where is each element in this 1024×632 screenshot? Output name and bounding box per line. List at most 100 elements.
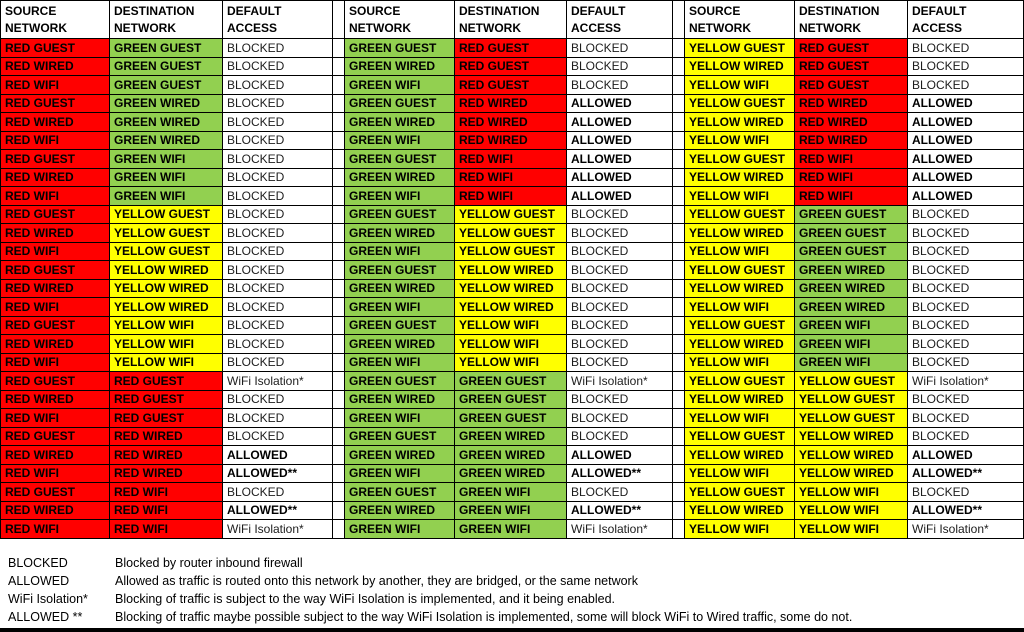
- cell-destination-network: YELLOW GUEST: [110, 242, 223, 261]
- cell-destination-network: GREEN WIFI: [455, 501, 567, 520]
- header-source-network-2: SOURCE NETWORK: [345, 1, 455, 39]
- cell-source-network: YELLOW WIRED: [685, 390, 795, 409]
- cell-source-network: GREEN GUEST: [345, 150, 455, 169]
- cell-default-access: BLOCKED: [223, 261, 333, 280]
- legend-description: Blocking of traffic is subject to the wa…: [115, 592, 616, 606]
- cell-default-access: BLOCKED: [908, 261, 1024, 280]
- cell-source-network: GREEN GUEST: [345, 205, 455, 224]
- header-line: DESTINATION: [799, 3, 880, 18]
- cell-default-access: BLOCKED: [223, 242, 333, 261]
- cell-default-access: BLOCKED: [908, 390, 1024, 409]
- cell-default-access: ALLOWED: [908, 131, 1024, 150]
- column-spacer: [673, 335, 685, 354]
- column-spacer: [333, 279, 345, 298]
- cell-destination-network: RED WIRED: [795, 131, 908, 150]
- column-spacer: [333, 1, 345, 39]
- cell-source-network: YELLOW GUEST: [685, 483, 795, 502]
- header-line: SOURCE: [349, 3, 401, 18]
- legend-term: BLOCKED: [8, 556, 68, 570]
- cell-default-access: ALLOWED: [567, 150, 673, 169]
- cell-default-access: BLOCKED: [567, 39, 673, 58]
- cell-default-access: BLOCKED: [223, 390, 333, 409]
- cell-destination-network: YELLOW WIRED: [795, 464, 908, 483]
- cell-default-access: BLOCKED: [567, 279, 673, 298]
- cell-default-access: ALLOWED**: [223, 464, 333, 483]
- column-spacer: [673, 113, 685, 132]
- cell-default-access: BLOCKED: [223, 335, 333, 354]
- cell-destination-network: RED WIRED: [455, 131, 567, 150]
- cell-source-network: YELLOW WIRED: [685, 446, 795, 465]
- cell-default-access: ALLOWED**: [908, 464, 1024, 483]
- cell-destination-network: RED GUEST: [455, 57, 567, 76]
- column-spacer: [333, 224, 345, 243]
- cell-destination-network: YELLOW WIFI: [795, 501, 908, 520]
- cell-destination-network: YELLOW GUEST: [795, 409, 908, 428]
- cell-source-network: YELLOW WIFI: [685, 464, 795, 483]
- column-spacer: [333, 205, 345, 224]
- cell-default-access: BLOCKED: [908, 205, 1024, 224]
- cell-source-network: GREEN WIRED: [345, 279, 455, 298]
- legend-description: Allowed as traffic is routed onto this n…: [115, 574, 638, 588]
- legend-row-allowed: ALLOWED Allowed as traffic is routed ont…: [0, 572, 1010, 590]
- cell-destination-network: RED WIFI: [455, 150, 567, 169]
- cell-default-access: BLOCKED: [567, 353, 673, 372]
- cell-destination-network: YELLOW WIRED: [455, 261, 567, 280]
- cell-destination-network: YELLOW WIFI: [110, 335, 223, 354]
- cell-source-network: GREEN WIRED: [345, 446, 455, 465]
- cell-destination-network: RED WIRED: [110, 446, 223, 465]
- cell-source-network: RED WIRED: [1, 390, 110, 409]
- legend-row-blocked: BLOCKED Blocked by router inbound firewa…: [0, 554, 1010, 572]
- cell-default-access: BLOCKED: [223, 94, 333, 113]
- cell-default-access: BLOCKED: [223, 353, 333, 372]
- cell-source-network: GREEN WIFI: [345, 187, 455, 206]
- cell-destination-network: YELLOW GUEST: [455, 224, 567, 243]
- cell-source-network: RED WIRED: [1, 113, 110, 132]
- cell-destination-network: GREEN WIFI: [795, 353, 908, 372]
- header-line: NETWORK: [459, 20, 521, 35]
- column-spacer: [333, 242, 345, 261]
- legend-row-allowed-asterisks: ALLOWED ** Blocking of traffic maybe pos…: [0, 608, 1010, 626]
- cell-source-network: RED GUEST: [1, 372, 110, 391]
- column-spacer: [333, 501, 345, 520]
- sheet-bottom-border: [0, 628, 1024, 632]
- cell-default-access: BLOCKED: [908, 57, 1024, 76]
- legend-term: ALLOWED **: [8, 610, 83, 624]
- cell-default-access: BLOCKED: [567, 427, 673, 446]
- cell-default-access: BLOCKED: [223, 409, 333, 428]
- column-spacer: [673, 520, 685, 539]
- cell-destination-network: RED GUEST: [795, 57, 908, 76]
- cell-default-access: WiFi Isolation*: [908, 520, 1024, 539]
- cell-destination-network: GREEN WIRED: [110, 131, 223, 150]
- cell-destination-network: GREEN GUEST: [110, 39, 223, 58]
- cell-destination-network: GREEN GUEST: [795, 205, 908, 224]
- cell-destination-network: RED WIRED: [110, 464, 223, 483]
- cell-default-access: WiFi Isolation*: [567, 520, 673, 539]
- header-line: ACCESS: [912, 20, 963, 35]
- cell-destination-network: YELLOW WIFI: [110, 353, 223, 372]
- cell-default-access: BLOCKED: [908, 76, 1024, 95]
- column-spacer: [333, 298, 345, 317]
- column-spacer: [673, 224, 685, 243]
- cell-source-network: GREEN WIRED: [345, 57, 455, 76]
- column-spacer: [673, 353, 685, 372]
- column-spacer: [333, 427, 345, 446]
- cell-destination-network: GREEN GUEST: [455, 390, 567, 409]
- cell-destination-network: GREEN WIRED: [455, 427, 567, 446]
- cell-destination-network: GREEN WIRED: [110, 94, 223, 113]
- cell-destination-network: RED WIFI: [110, 501, 223, 520]
- cell-default-access: ALLOWED: [567, 446, 673, 465]
- cell-source-network: RED GUEST: [1, 261, 110, 280]
- header-source-network-1: SOURCE NETWORK: [1, 1, 110, 39]
- column-spacer: [673, 427, 685, 446]
- cell-source-network: RED WIFI: [1, 76, 110, 95]
- column-spacer: [673, 446, 685, 465]
- cell-default-access: BLOCKED: [908, 224, 1024, 243]
- cell-destination-network: RED WIFI: [795, 150, 908, 169]
- column-spacer: [673, 131, 685, 150]
- column-spacer: [673, 464, 685, 483]
- legend-description: Blocking of traffic maybe possible subje…: [115, 610, 853, 624]
- cell-default-access: BLOCKED: [567, 224, 673, 243]
- cell-destination-network: YELLOW WIRED: [110, 261, 223, 280]
- cell-source-network: YELLOW GUEST: [685, 316, 795, 335]
- cell-default-access: ALLOWED**: [223, 501, 333, 520]
